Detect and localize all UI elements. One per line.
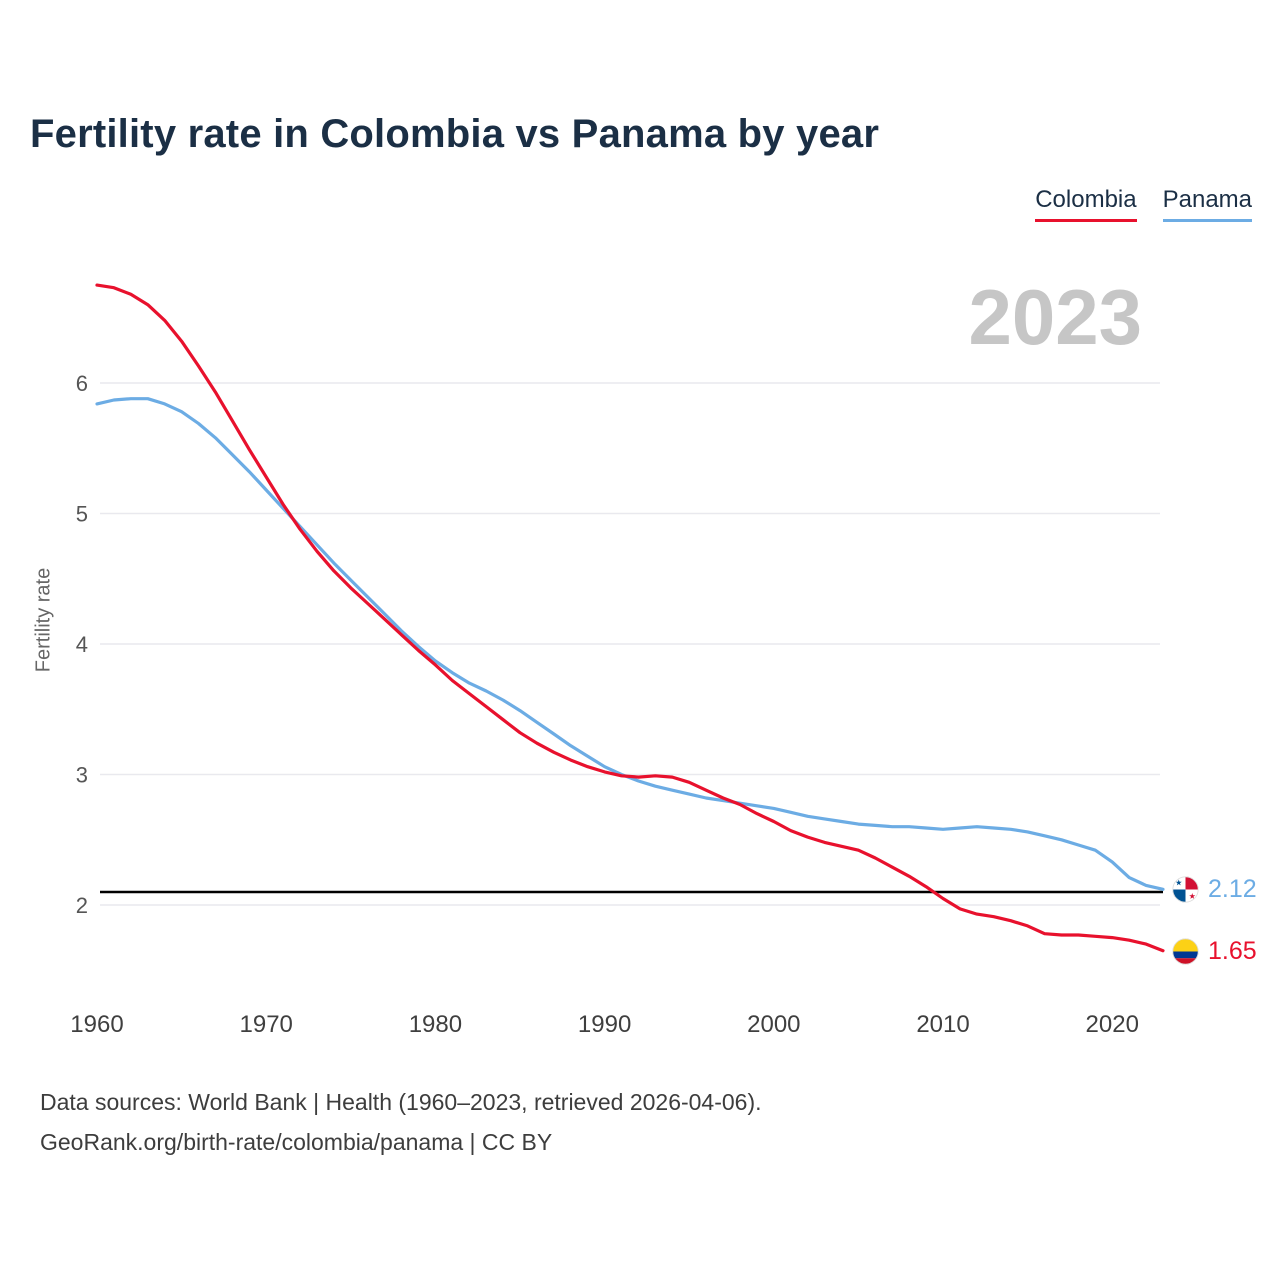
svg-text:1970: 1970: [240, 1011, 293, 1038]
legend-item-panama[interactable]: Panama: [1162, 186, 1252, 222]
source-line-1: Data sources: World Bank | Health (1960–…: [40, 1089, 762, 1115]
svg-text:2: 2: [76, 893, 88, 918]
svg-text:1990: 1990: [578, 1011, 631, 1038]
colombia-end-value: 1.65: [1208, 936, 1257, 965]
source-line-2: GeoRank.org/birth-rate/colombia/panama |…: [40, 1129, 553, 1155]
svg-text:4: 4: [76, 632, 88, 657]
svg-text:2000: 2000: [747, 1011, 800, 1038]
svg-text:2010: 2010: [916, 1011, 969, 1038]
chart-title: Fertility rate in Colombia vs Panama by …: [30, 112, 880, 156]
svg-text:5: 5: [76, 502, 88, 527]
svg-text:3: 3: [76, 763, 88, 788]
y-axis-label: Fertility rate: [32, 567, 55, 673]
svg-text:2020: 2020: [1086, 1011, 1139, 1038]
end-label-colombia: 1.65: [1172, 937, 1257, 966]
panama-flag-icon: [1172, 876, 1199, 903]
svg-text:6: 6: [76, 371, 88, 396]
end-label-panama: 2.12: [1172, 875, 1257, 904]
source-attribution: Data sources: World Bank | Health (1960–…: [40, 1082, 762, 1162]
legend: Colombia Panama: [1035, 186, 1252, 222]
year-watermark: 2023: [968, 273, 1142, 361]
legend-item-colombia[interactable]: Colombia: [1035, 186, 1137, 222]
svg-text:1960: 1960: [70, 1011, 123, 1038]
colombia-flag-icon: [1172, 938, 1199, 965]
panama-end-value: 2.12: [1208, 875, 1257, 904]
svg-text:1980: 1980: [409, 1011, 462, 1038]
